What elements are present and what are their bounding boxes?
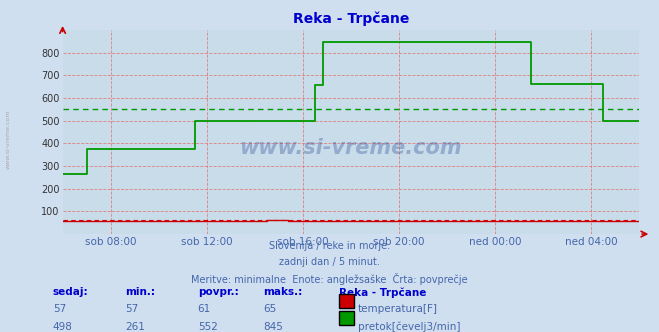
Text: 261: 261 [125, 322, 145, 332]
Text: Meritve: minimalne  Enote: angležsaške  Črta: povprečje: Meritve: minimalne Enote: angležsaške Čr… [191, 273, 468, 285]
Text: 61: 61 [198, 304, 211, 314]
Text: min.:: min.: [125, 287, 156, 297]
Text: 845: 845 [264, 322, 283, 332]
Text: 57: 57 [125, 304, 138, 314]
Text: 552: 552 [198, 322, 217, 332]
Text: sedaj:: sedaj: [53, 287, 88, 297]
Text: povpr.:: povpr.: [198, 287, 239, 297]
Text: zadnji dan / 5 minut.: zadnji dan / 5 minut. [279, 257, 380, 267]
Text: www.si-vreme.com: www.si-vreme.com [5, 110, 11, 169]
Title: Reka - Trpčane: Reka - Trpčane [293, 11, 409, 26]
Text: 57: 57 [53, 304, 66, 314]
Text: maks.:: maks.: [264, 287, 303, 297]
Text: pretok[čevelj3/min]: pretok[čevelj3/min] [358, 322, 461, 332]
Text: Reka - Trpčane: Reka - Trpčane [339, 287, 427, 298]
Text: 65: 65 [264, 304, 277, 314]
Text: www.si-vreme.com: www.si-vreme.com [240, 138, 462, 158]
Text: Slovenija / reke in morje.: Slovenija / reke in morje. [269, 241, 390, 251]
Text: 498: 498 [53, 322, 72, 332]
Text: temperatura[F]: temperatura[F] [358, 304, 438, 314]
